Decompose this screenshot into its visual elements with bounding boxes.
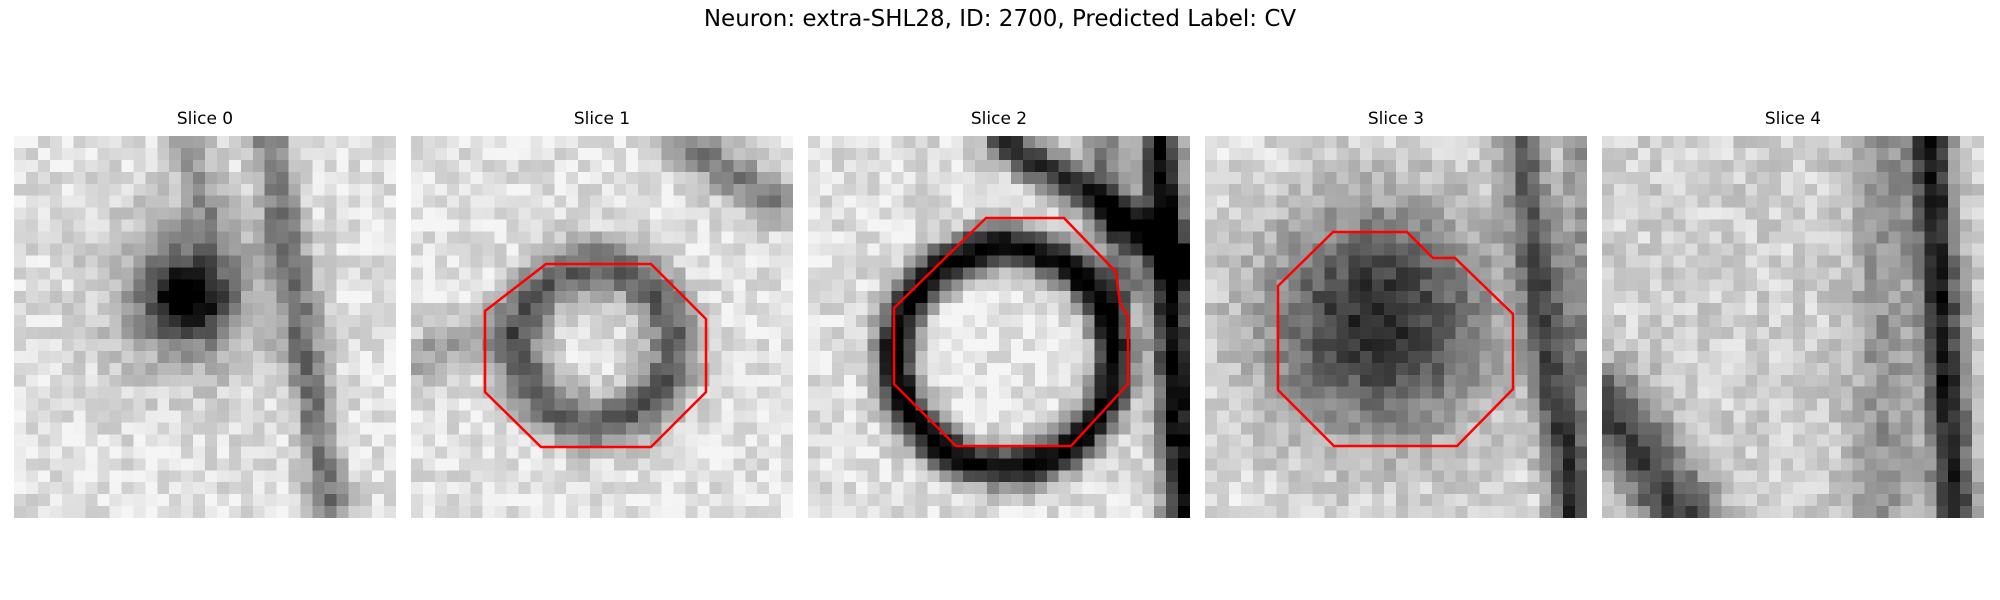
- panel-title: Slice 3: [1367, 109, 1425, 129]
- panel-title: Slice 0: [176, 109, 234, 129]
- panel-slice-4: Slice 4: [1602, 106, 1984, 518]
- em-slice-image: [14, 136, 396, 518]
- panel-slice-1: Slice 1: [411, 106, 793, 518]
- panel-slice-0: Slice 0: [14, 106, 396, 518]
- em-slice-image: [1602, 136, 1984, 518]
- em-slice-image: [808, 136, 1190, 518]
- panel-slice-3: Slice 3: [1205, 106, 1587, 518]
- panel-title: Slice 2: [970, 109, 1028, 129]
- panel-slice-2: Slice 2: [808, 106, 1190, 518]
- em-slice-image: [411, 136, 793, 518]
- figure-title: Neuron: extra-SHL28, ID: 2700, Predicted…: [703, 6, 1297, 32]
- panel-title: Slice 1: [573, 109, 631, 129]
- em-slice-image: [1205, 136, 1587, 518]
- panel-title: Slice 4: [1764, 109, 1822, 129]
